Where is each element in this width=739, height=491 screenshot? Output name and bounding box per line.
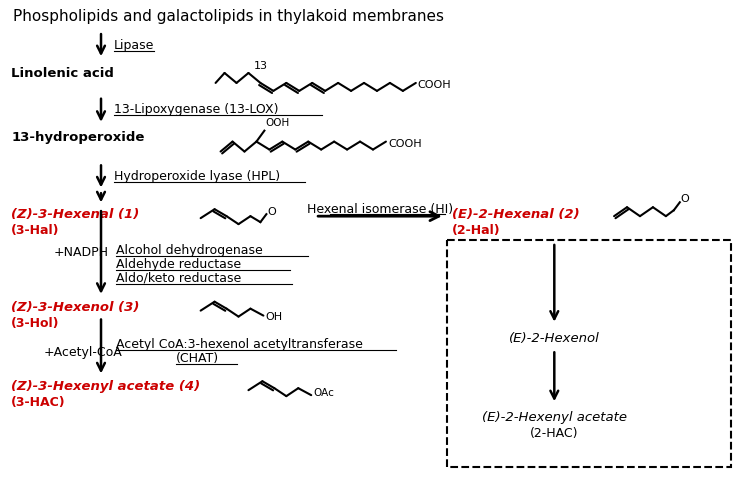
Text: COOH: COOH <box>388 138 421 149</box>
Text: Acetyl CoA:3-hexenol acetyltransferase: Acetyl CoA:3-hexenol acetyltransferase <box>116 338 363 352</box>
Text: Alcohol dehydrogenase: Alcohol dehydrogenase <box>116 244 262 257</box>
Text: (CHAT): (CHAT) <box>176 353 219 365</box>
Text: 13-Lipoxygenase (13-LOX): 13-Lipoxygenase (13-LOX) <box>114 103 279 116</box>
Text: Hydroperoxide lyase (HPL): Hydroperoxide lyase (HPL) <box>114 170 280 184</box>
Text: (Z)-3-Hexenyl acetate (4): (Z)-3-Hexenyl acetate (4) <box>11 380 200 393</box>
Text: (E)-2-Hexenol: (E)-2-Hexenol <box>509 331 599 345</box>
Text: 13-hydroperoxide: 13-hydroperoxide <box>11 131 145 144</box>
Text: Hexenal isomerase (HI): Hexenal isomerase (HI) <box>307 203 453 216</box>
Text: (Z)-3-Hexenol (3): (Z)-3-Hexenol (3) <box>11 300 140 314</box>
Text: (3-Hol): (3-Hol) <box>11 317 60 329</box>
Text: Phospholipids and galactolipids in thylakoid membranes: Phospholipids and galactolipids in thyla… <box>13 9 444 25</box>
Text: Lipase: Lipase <box>114 39 154 52</box>
Bar <box>446 240 731 467</box>
Text: OAc: OAc <box>313 388 334 398</box>
Text: O: O <box>268 207 276 217</box>
Text: (2-HAC): (2-HAC) <box>530 427 579 440</box>
Text: Aldo/keto reductase: Aldo/keto reductase <box>116 272 241 285</box>
Text: Aldehyde reductase: Aldehyde reductase <box>116 258 241 271</box>
Text: (3-HAC): (3-HAC) <box>11 396 66 409</box>
Text: +Acetyl-CoA: +Acetyl-CoA <box>43 347 122 359</box>
Text: (3-Hal): (3-Hal) <box>11 224 60 237</box>
Text: OH: OH <box>265 312 282 322</box>
Text: 13: 13 <box>253 61 268 71</box>
Text: COOH: COOH <box>418 80 452 90</box>
Text: O: O <box>681 194 689 204</box>
Text: (E)-2-Hexenal (2): (E)-2-Hexenal (2) <box>452 208 579 221</box>
Text: (Z)-3-Hexenal (1): (Z)-3-Hexenal (1) <box>11 208 140 221</box>
Text: (2-Hal): (2-Hal) <box>452 224 500 237</box>
Text: Linolenic acid: Linolenic acid <box>11 67 115 80</box>
Text: (E)-2-Hexenyl acetate: (E)-2-Hexenyl acetate <box>482 411 627 424</box>
Text: +NADPH: +NADPH <box>53 246 108 259</box>
Text: OOH: OOH <box>265 118 290 128</box>
